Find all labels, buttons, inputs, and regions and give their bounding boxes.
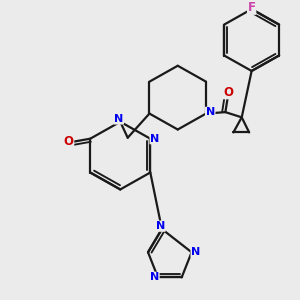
Text: O: O bbox=[64, 135, 74, 148]
Text: O: O bbox=[224, 85, 234, 99]
Text: N: N bbox=[191, 247, 200, 257]
Text: N: N bbox=[150, 134, 159, 144]
Text: N: N bbox=[156, 221, 165, 231]
Text: N: N bbox=[206, 107, 215, 117]
Text: F: F bbox=[248, 1, 256, 14]
Text: N: N bbox=[150, 272, 159, 282]
Text: N: N bbox=[114, 114, 123, 124]
